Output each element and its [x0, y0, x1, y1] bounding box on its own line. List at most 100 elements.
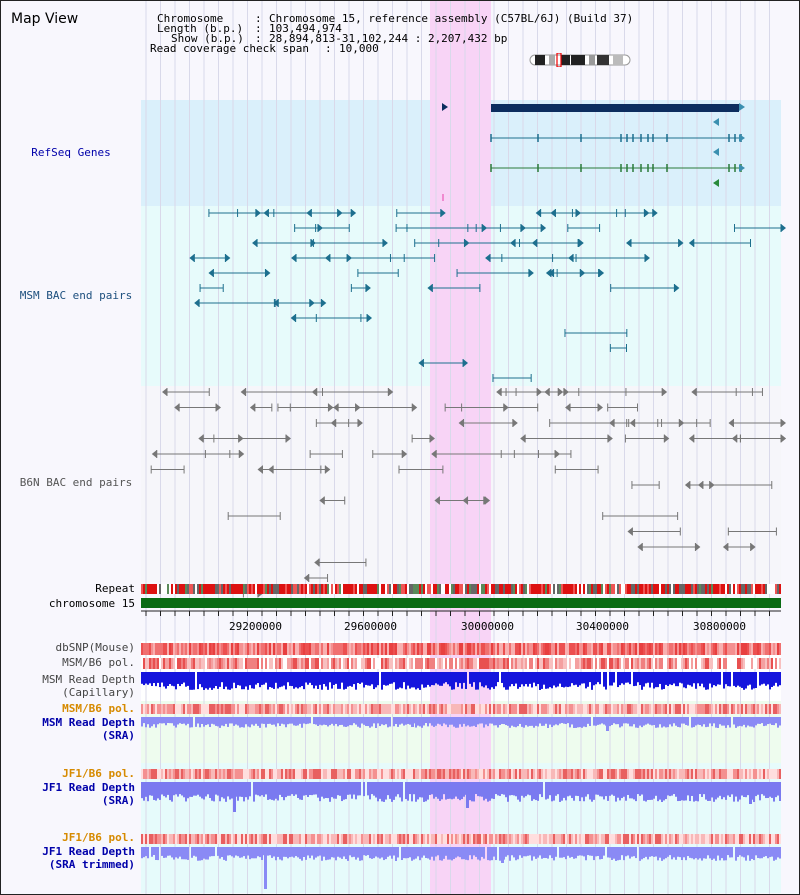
msm-depth-sra-bar: [577, 717, 579, 728]
jf1-pol-cell: [293, 769, 295, 779]
dbsnp-cell: [247, 643, 249, 655]
jf1-depth-trim-bar: [235, 847, 237, 856]
jf1-pol-cell: [303, 769, 305, 779]
msm-bac-track-label[interactable]: MSM BAC end pairs: [19, 289, 133, 302]
jf1-pol-trim-cell: [585, 834, 587, 844]
msm-pol-cell: [385, 658, 387, 669]
repeat-segment: [357, 584, 359, 594]
msm-pol-sra-cell: [673, 704, 675, 714]
jf1-depth-trim-bar: [275, 847, 277, 861]
jf1-pol-cell: [367, 769, 369, 779]
chromosome-track-label[interactable]: chromosome 15: [48, 597, 135, 610]
dbsnp-cell: [709, 643, 711, 655]
msm-depth-capillary-label-1[interactable]: MSM Read Depth: [42, 673, 135, 686]
jf1-depth-sra-bar: [257, 782, 259, 796]
jf1-depth-trim-label-1[interactable]: JF1 Read Depth: [42, 845, 135, 858]
repeat-track-label[interactable]: Repeat: [95, 582, 135, 595]
msm-depth-cap-bar: [687, 672, 689, 685]
repeat-segment: [491, 584, 493, 594]
jf1-depth-sra-label-1[interactable]: JF1 Read Depth: [42, 781, 135, 794]
dbsnp-track-label[interactable]: dbSNP(Mouse): [55, 641, 135, 654]
msm-pol-cell: [343, 658, 345, 669]
msm-depth-sra-bar: [601, 717, 603, 724]
repeat-segment: [359, 584, 361, 594]
dbsnp-cell: [385, 643, 387, 655]
msm-depth-sra-bar: [167, 717, 169, 724]
jf1-depth-sra-bar: [305, 782, 307, 796]
jf1-pol-trim-cell: [595, 834, 597, 844]
chromosome-ideogram[interactable]: [527, 53, 637, 67]
repeat-segment: [431, 584, 433, 594]
jf1-pol-cell: [413, 769, 415, 779]
dbsnp-cell: [299, 643, 301, 655]
msm-depth-sra-bar: [203, 717, 205, 727]
msm-depth-cap-bar: [423, 672, 425, 688]
dbsnp-cell: [419, 643, 421, 655]
jf1-depth-sra-bar: [483, 782, 485, 801]
msm-depth-sra-bar: [143, 717, 145, 724]
jf1-depth-sra-bar: [259, 782, 261, 797]
jf1-depth-trim-bar: [237, 847, 239, 857]
dbsnp-cell: [425, 643, 427, 655]
jf1-pol-trim-cell: [753, 834, 755, 844]
jf1-pol-trim-cell: [375, 834, 377, 844]
jf1-pol-cell: [525, 769, 527, 779]
msm-depth-sra-bar: [463, 717, 465, 724]
jf1-depth-trim-bar: [257, 847, 259, 857]
msm-depth-cap-bar: [693, 672, 695, 684]
msm-depth-sra-bar: [245, 717, 247, 725]
jf1-pol-cell: [175, 769, 177, 779]
dbsnp-cell: [197, 643, 199, 655]
msm-depth-sra-bar: [751, 717, 753, 727]
msm-pol-cell: [493, 658, 495, 669]
repeat-segment: [447, 584, 449, 594]
jf1-pol-trim-cell: [349, 834, 351, 844]
msm-depth-cap-bar: [665, 672, 667, 685]
jf1-pol-cell: [257, 769, 259, 779]
msm-pol-cell: [301, 658, 303, 669]
jf1-b6-pol-label[interactable]: JF1/B6 pol.: [62, 767, 135, 780]
msm-depth-cap-bar: [211, 672, 213, 690]
dbsnp-cell: [307, 643, 309, 655]
jf1-depth-sra-bar: [661, 782, 663, 802]
msm-b6-pol-sra-label[interactable]: MSM/B6 pol.: [62, 702, 135, 715]
msm-depth-sra-bar: [273, 717, 275, 725]
refseq-track-label[interactable]: RefSeq Genes: [31, 146, 111, 159]
dbsnp-cell: [161, 643, 163, 655]
msm-depth-sra-label-1[interactable]: MSM Read Depth: [42, 716, 135, 729]
b6n-bac-track-label[interactable]: B6N BAC end pairs: [19, 476, 133, 489]
repeat-segment: [295, 584, 297, 594]
dbsnp-cell: [237, 643, 239, 655]
jf1-pol-cell: [249, 769, 251, 779]
dbsnp-cell: [395, 643, 397, 655]
msm-depth-cap-bar: [563, 672, 565, 688]
msm-depth-sra-bar: [705, 717, 707, 728]
msm-pol-sra-cell: [245, 704, 247, 714]
msm-depth-sra-bar: [431, 717, 433, 726]
jf1-depth-sra-bar: [701, 782, 703, 797]
dbsnp-cell: [373, 643, 375, 655]
msm-depth-sra-bar: [599, 717, 601, 725]
b6n-bac-pair-arrow-icon: [688, 434, 694, 443]
show-sep: :: [255, 32, 262, 45]
msm-depth-sra-bar: [679, 717, 681, 728]
msm-pol-sra-cell: [149, 704, 151, 714]
msm-depth-cap-bar: [651, 672, 653, 683]
jf1-depth-trim-bar: [389, 847, 391, 856]
jf1-pol-cell: [301, 769, 303, 779]
repeat-segment: [715, 584, 717, 594]
msm-depth-sra-bar: [407, 717, 409, 724]
jf1-depth-sra-bar: [681, 782, 683, 801]
jf1-depth-sra-bar: [753, 782, 755, 802]
jf1-depth-trim-bar: [337, 847, 339, 857]
jf1-b6-pol-trim-label[interactable]: JF1/B6 pol.: [62, 831, 135, 844]
msm-b6-pol-label[interactable]: MSM/B6 pol.: [62, 656, 135, 669]
msm-pol-cell: [179, 658, 181, 669]
jf1-depth-trim-bar: [345, 847, 347, 860]
jf1-depth-sra-bar: [759, 782, 761, 801]
jf1-pol-cell: [763, 769, 765, 779]
msm-depth-sra-bar: [619, 717, 621, 728]
msm-pol-cell: [723, 658, 725, 669]
msm-pol-sra-cell: [631, 704, 633, 714]
